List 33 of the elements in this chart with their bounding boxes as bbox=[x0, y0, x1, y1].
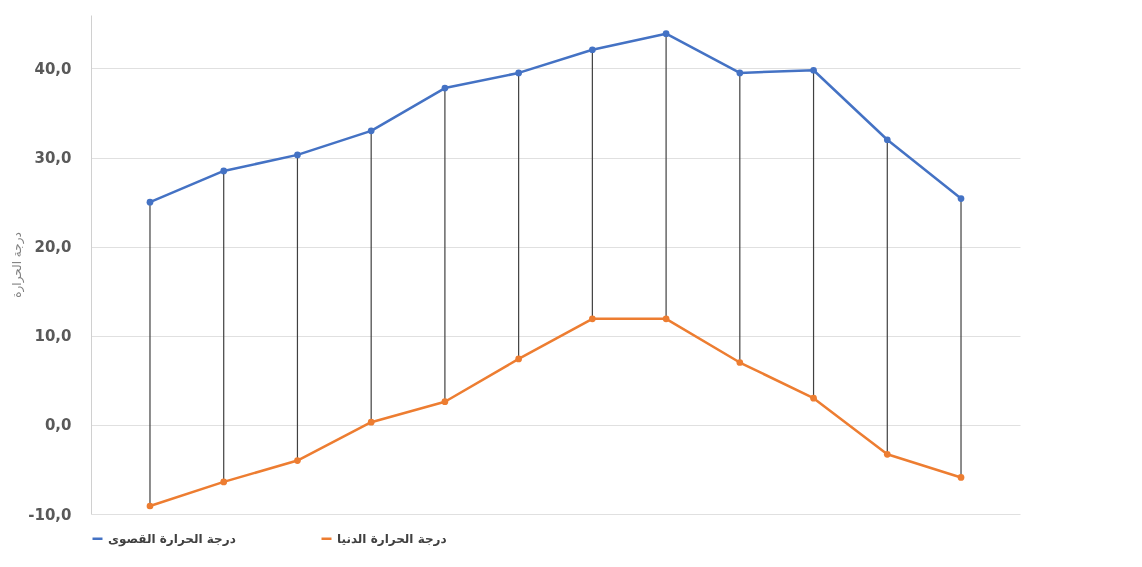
point bbox=[662, 30, 670, 38]
legend-label: درجة الحرارة الدنيا bbox=[337, 531, 447, 546]
point bbox=[146, 198, 154, 206]
point bbox=[367, 127, 375, 135]
point bbox=[883, 450, 891, 458]
y-tick-label: 20,0 bbox=[34, 238, 72, 257]
point bbox=[957, 195, 965, 202]
y-tick-label: -10,0 bbox=[28, 505, 72, 524]
point bbox=[441, 84, 449, 92]
y-axis-title: درجة الحرارة bbox=[10, 232, 26, 298]
point bbox=[367, 418, 375, 426]
point bbox=[810, 394, 817, 402]
point bbox=[662, 315, 670, 323]
point bbox=[294, 151, 301, 159]
legend-label: درجة الحرارة القصوى bbox=[108, 531, 236, 547]
y-tick-label: 40,0 bbox=[34, 59, 72, 78]
point bbox=[441, 398, 449, 406]
y-tick-label: 10,0 bbox=[34, 327, 72, 346]
point bbox=[883, 136, 891, 144]
point bbox=[515, 69, 522, 77]
y-tick-label: 0,0 bbox=[44, 416, 72, 435]
point bbox=[736, 359, 744, 366]
point bbox=[957, 474, 965, 481]
y-tick-label: 30,0 bbox=[34, 149, 72, 168]
point bbox=[146, 502, 154, 510]
point bbox=[589, 46, 596, 54]
point bbox=[220, 478, 228, 486]
point bbox=[736, 69, 744, 77]
point bbox=[810, 66, 817, 74]
point bbox=[589, 315, 596, 323]
point bbox=[294, 457, 301, 464]
point bbox=[515, 355, 522, 363]
point bbox=[220, 167, 228, 175]
